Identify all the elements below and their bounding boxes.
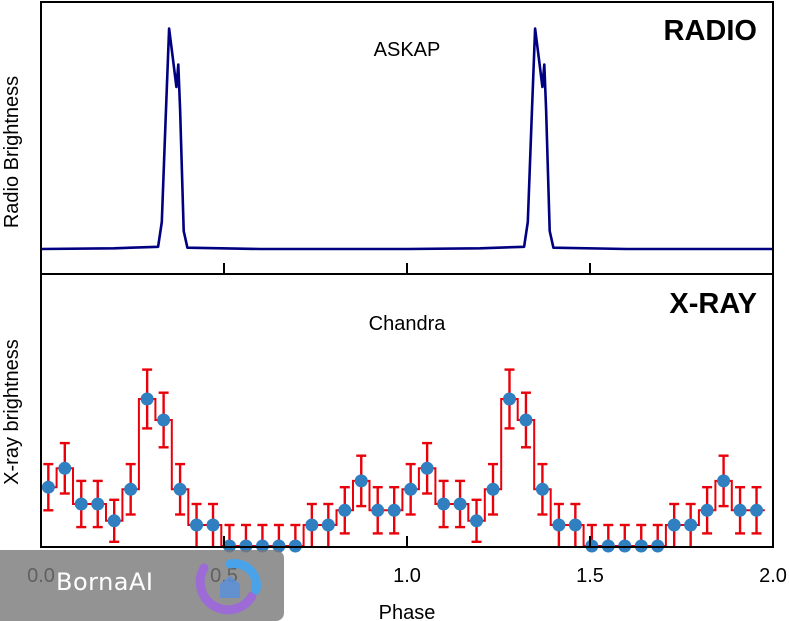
xray-data-point — [124, 482, 138, 496]
xray-data-point — [91, 497, 105, 511]
xray-data-point — [305, 518, 319, 532]
radio-annotation: ASKAP — [374, 39, 441, 61]
xray-data-point — [552, 518, 566, 532]
xray-data-point — [173, 482, 187, 496]
xray-annotation: Chandra — [369, 313, 447, 335]
xray-data-point — [338, 503, 352, 517]
xray-data-point — [321, 518, 335, 532]
xray-data-point — [371, 503, 385, 517]
xray-data-point — [684, 518, 698, 532]
xray-data-point — [404, 482, 418, 496]
xray-data-point — [486, 482, 500, 496]
watermark-logo-icon — [195, 559, 261, 615]
xray-data-point — [387, 503, 401, 517]
xray-data-point — [140, 392, 154, 406]
xray-data-point — [420, 461, 434, 475]
watermark-text: BornaAI — [56, 568, 154, 596]
xray-data-point — [157, 413, 171, 427]
x-axis-label: Phase — [379, 602, 436, 621]
xray-data-point — [519, 413, 533, 427]
xray-data-point — [470, 514, 484, 528]
xray-data-point — [568, 518, 582, 532]
xray-data-point — [502, 392, 516, 406]
xray-panel — [41, 368, 765, 553]
x-tick-label: 1.5 — [576, 565, 604, 587]
radio-title: RADIO — [664, 15, 757, 47]
radio-ylabel: Radio Brightness — [1, 76, 23, 228]
xray-data-point — [206, 518, 220, 532]
xray-data-point — [354, 474, 368, 488]
xray-data-point — [733, 503, 747, 517]
xray-data-point — [58, 461, 72, 475]
xray-data-point — [667, 518, 681, 532]
xray-data-point — [717, 474, 731, 488]
xray-data-point — [535, 482, 549, 496]
watermark: BornaAI — [0, 550, 284, 621]
radio-panel — [40, 27, 773, 274]
xray-data-point — [74, 497, 88, 511]
xray-data-point — [700, 503, 714, 517]
xray-data-point — [107, 514, 121, 528]
xray-data-point — [437, 497, 451, 511]
xray-title: X-RAY — [669, 288, 757, 320]
xray-ylabel: X-ray brightness — [1, 339, 23, 485]
xray-data-point — [453, 497, 467, 511]
xray-data-point — [190, 518, 204, 532]
x-tick-label: 1.0 — [393, 565, 421, 587]
x-tick-label: 2.0 — [759, 565, 787, 587]
radio-series-line — [40, 27, 773, 251]
xray-data-point — [41, 480, 55, 494]
xray-data-point — [750, 503, 764, 517]
